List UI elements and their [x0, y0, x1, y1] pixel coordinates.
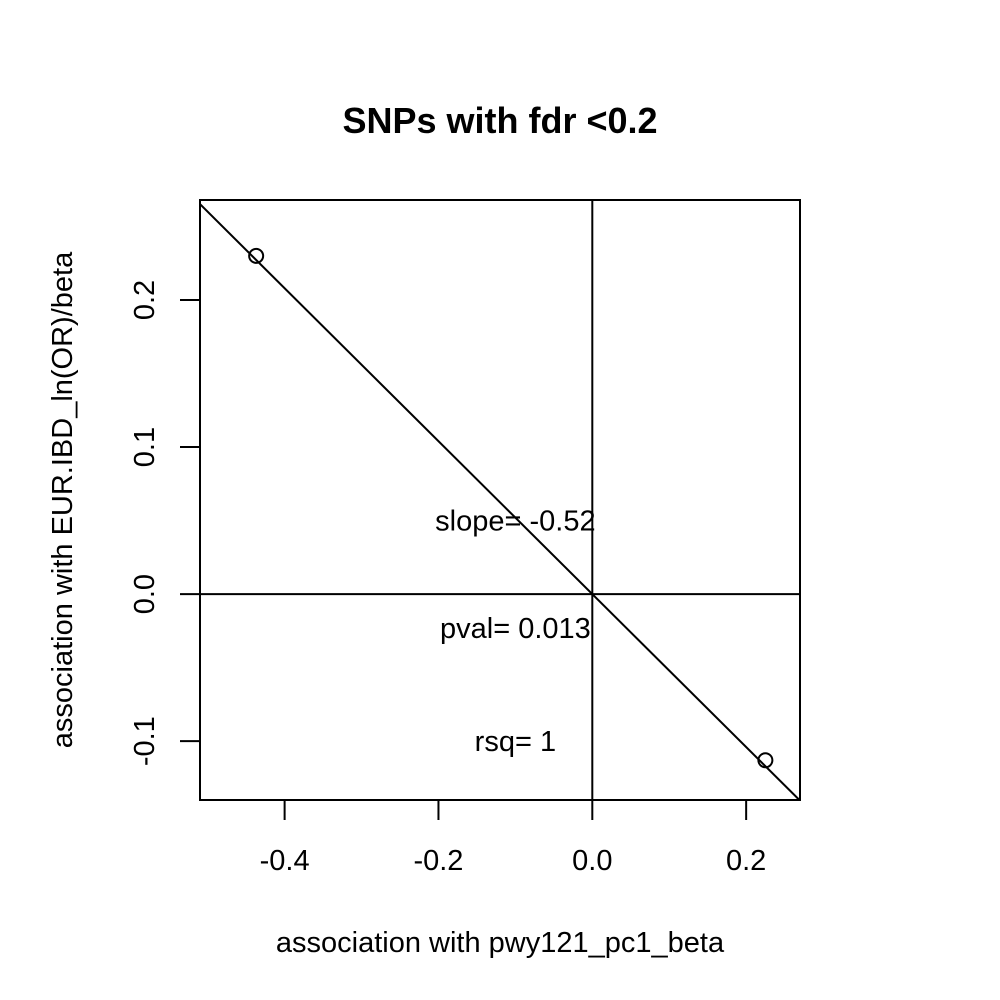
annotation-3: rsq= 1 — [475, 726, 556, 758]
y-tick-label-3: 0.1 — [129, 427, 161, 467]
regression-line — [200, 203, 800, 800]
y-tick-label-1: -0.1 — [129, 716, 161, 766]
x-tick-label-3: 0.0 — [572, 845, 612, 877]
y-tick-label-2: 0.0 — [129, 574, 161, 614]
annotation-1: slope= -0.52 — [435, 506, 595, 538]
annotation-2: pval= 0.013 — [440, 613, 591, 645]
y-tick-label-4: 0.2 — [129, 280, 161, 320]
plot-layer: slope= -0.52 pval= 0.013 rsq= 1 -0.4 -0.2 0.0… — [129, 200, 800, 877]
x-tick-label-1: -0.4 — [260, 845, 310, 877]
x-tick-label-2: -0.2 — [413, 845, 463, 877]
plot-frame — [199, 199, 801, 801]
data-point-2 — [757, 752, 774, 769]
data-point-1 — [248, 247, 265, 264]
y-axis-label: association with EUR.IBD_ln(OR)/beta — [47, 251, 79, 748]
x-tick-label-4: 0.2 — [726, 845, 766, 877]
x-axis-label: association with pwy121_pc1_beta — [276, 927, 725, 959]
clipped-lines — [200, 200, 800, 800]
chart-title: SNPs with fdr <0.2 — [342, 100, 657, 141]
